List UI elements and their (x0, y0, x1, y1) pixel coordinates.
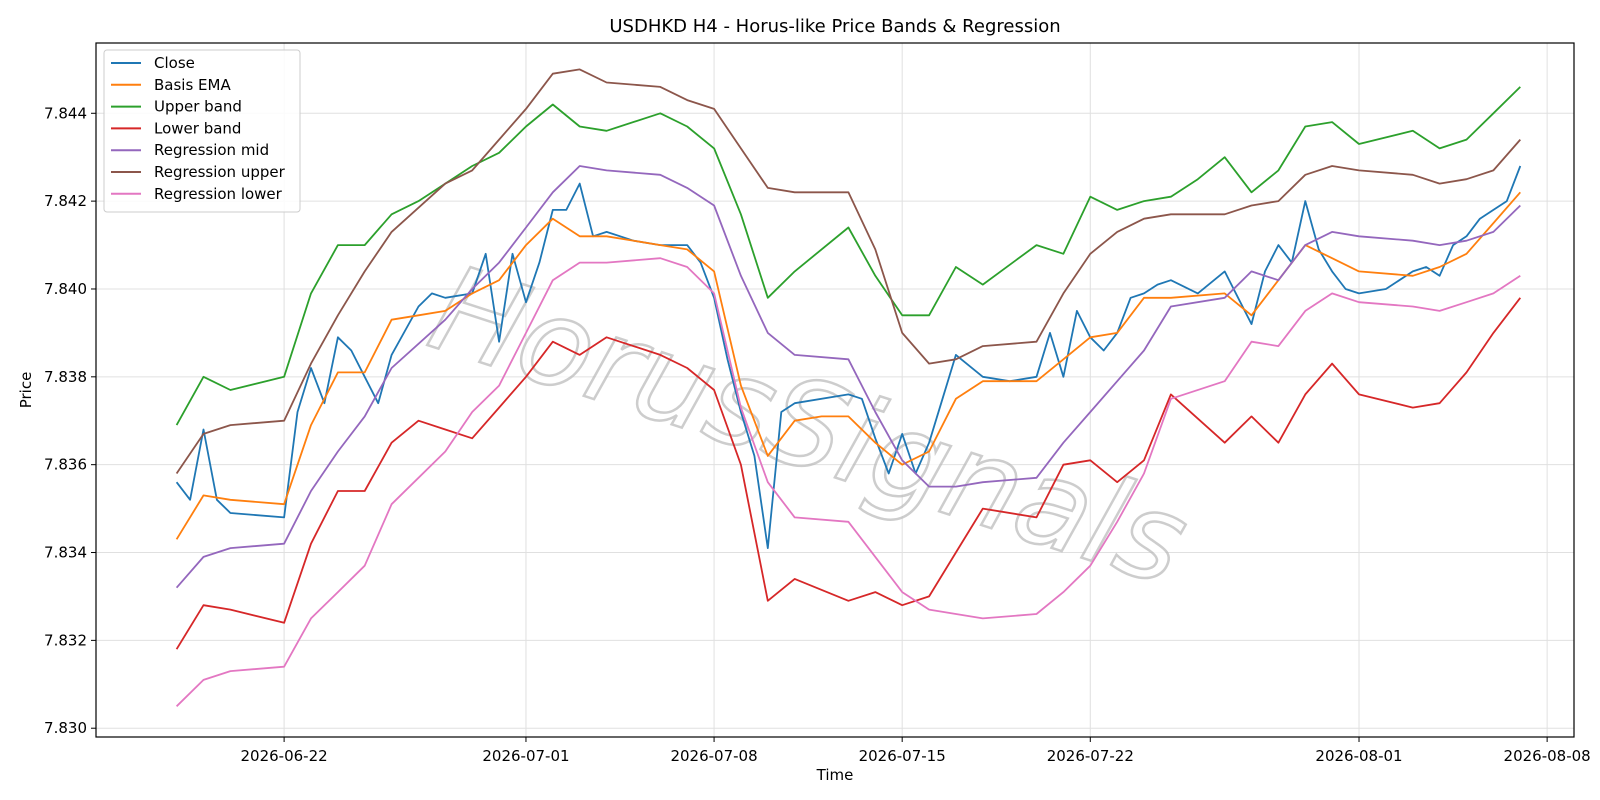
legend-label: Lower band (154, 119, 241, 137)
legend-box (103, 49, 301, 213)
y-tick-label: 7.838 (44, 368, 87, 386)
y-tick-label: 7.834 (44, 544, 87, 562)
series-group (175, 68, 1522, 707)
legend-label: Basis EMA (154, 76, 231, 94)
x-tick-label: 2026-06-22 (241, 747, 328, 765)
legend: Close Basis EMA Upper band Lower band Regres… (103, 49, 301, 213)
x-axis-label: Time (816, 766, 854, 784)
legend-label: Regression upper (154, 163, 286, 181)
y-tick-label: 7.836 (44, 456, 87, 474)
legend-label: Close (154, 54, 195, 72)
x-tick-label: 2026-08-01 (1315, 747, 1402, 765)
chart-title: USDHKD H4 - Horus-like Price Bands & Reg… (609, 16, 1060, 37)
legend-label: Regression lower (154, 185, 283, 203)
y-tick-label: 7.830 (44, 719, 87, 737)
series-line-regression-lower (175, 257, 1521, 707)
x-tick-label: 2026-07-01 (482, 747, 569, 765)
x-tick-label: 2026-08-08 (1504, 747, 1591, 765)
y-tick-label: 7.832 (44, 631, 87, 649)
x-tick-label: 2026-07-15 (859, 747, 946, 765)
x-tick-label: 2026-07-22 (1047, 747, 1134, 765)
series-line-close (175, 165, 1522, 549)
axis-ticks: 2026-06-22 2026-07-01 2026-07-08 2026-07-15… (44, 104, 1591, 765)
y-axis-label: Price (17, 372, 35, 409)
series-line-upper-band (175, 86, 1521, 426)
plot-area (96, 43, 1574, 737)
grid (96, 43, 1574, 737)
plot-frame (95, 42, 1575, 738)
y-tick-label: 7.842 (44, 192, 87, 210)
legend-label: Regression mid (154, 141, 269, 159)
legend-label: Upper band (154, 98, 242, 116)
series-line-lower-band (175, 297, 1522, 650)
series-line-regression-mid (175, 165, 1521, 589)
x-tick-label: 2026-07-08 (670, 747, 757, 765)
y-tick-label: 7.844 (44, 104, 87, 122)
series-line-regression-upper (175, 68, 1521, 475)
y-tick-label: 7.840 (44, 280, 87, 298)
